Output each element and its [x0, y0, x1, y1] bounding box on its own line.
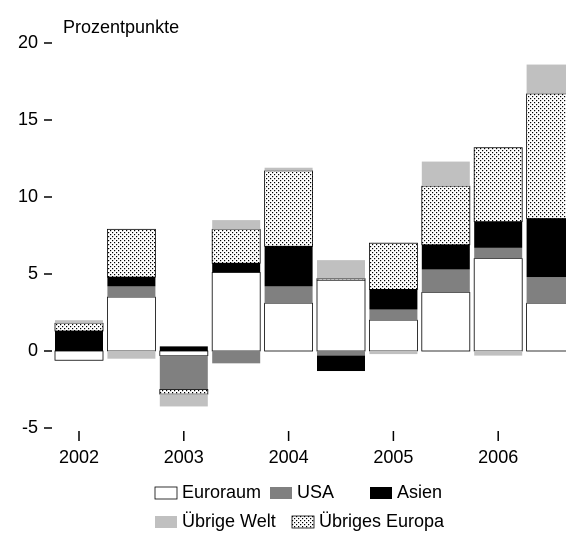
bar-segment: [159, 355, 208, 390]
x-tick-label: 2003: [164, 447, 204, 467]
y-tick-label: 0: [28, 340, 38, 360]
bar-segment: [54, 350, 104, 361]
bar-segment: [159, 350, 209, 357]
bar-segment: [421, 292, 471, 352]
legend-swatch: [370, 487, 392, 499]
bar-segment: [421, 244, 470, 270]
bar-segment: [421, 161, 470, 187]
bar-segment: [107, 286, 156, 298]
bar-segment: [473, 258, 523, 352]
legend-swatch: [270, 487, 292, 499]
y-tick-label: 5: [28, 263, 38, 283]
bar-segment: [107, 228, 156, 278]
bar-segment: [264, 302, 314, 352]
bar-segment: [212, 220, 261, 230]
bar-segment: [369, 309, 418, 321]
bar-segment: [159, 394, 208, 407]
bar-segment: [55, 320, 103, 324]
legend-label: Euroraum: [182, 482, 261, 502]
bar-segment: [107, 351, 156, 359]
bar-segment: [264, 246, 313, 287]
bar-segment: [368, 319, 418, 352]
bar-segment: [316, 279, 366, 352]
bar-segment: [526, 218, 566, 278]
legend-label: Asien: [397, 482, 442, 502]
bar-segment: [107, 296, 156, 352]
bar-segment: [212, 263, 261, 273]
bar-segment: [317, 355, 365, 372]
y-tick-label: -5: [22, 417, 38, 437]
x-tick-label: 2006: [478, 447, 518, 467]
bar-segment: [54, 322, 104, 332]
bar-segment: [264, 170, 314, 247]
bar-segment: [526, 93, 566, 219]
bar-segment: [316, 278, 366, 281]
bar-segment: [368, 242, 418, 290]
bar-segment: [317, 351, 365, 356]
bar-segment: [159, 389, 209, 395]
x-tick-label: 2002: [59, 447, 99, 467]
bar-segment: [474, 221, 523, 248]
bar-segment: [421, 185, 471, 246]
bar-segment: [526, 64, 566, 94]
bar-segment: [474, 351, 523, 356]
legend-label: USA: [297, 482, 334, 502]
bar-segment: [474, 247, 523, 259]
bar-segment: [421, 269, 470, 293]
bar-segment: [55, 330, 103, 351]
bar-segment: [369, 351, 418, 355]
x-tick-label: 2005: [373, 447, 413, 467]
x-tick-label: 2004: [269, 447, 309, 467]
bar-segment: [264, 286, 313, 304]
bar-segment: [107, 277, 156, 287]
bar-segment: [317, 260, 365, 279]
bar-segment: [159, 346, 208, 351]
bar-segment: [526, 277, 566, 304]
y-tick-label: 15: [18, 109, 38, 129]
y-tick-label: 10: [18, 186, 38, 206]
legend-swatch: [154, 486, 178, 500]
legend-swatch: [291, 515, 315, 529]
legend-label: Übrige Welt: [182, 511, 276, 531]
legend-label: Übriges Europa: [319, 511, 445, 531]
bar-segment: [526, 302, 566, 352]
bar-segment: [473, 147, 523, 223]
bar-segment: [211, 272, 261, 352]
bar-segment: [212, 351, 261, 364]
y-axis-label: Prozentpunkte: [63, 17, 179, 37]
bar-segment: [369, 289, 418, 310]
legend-swatch: [155, 516, 177, 528]
bar-segment: [264, 167, 313, 171]
y-tick-label: 20: [18, 32, 38, 52]
bar-segment: [211, 228, 261, 264]
